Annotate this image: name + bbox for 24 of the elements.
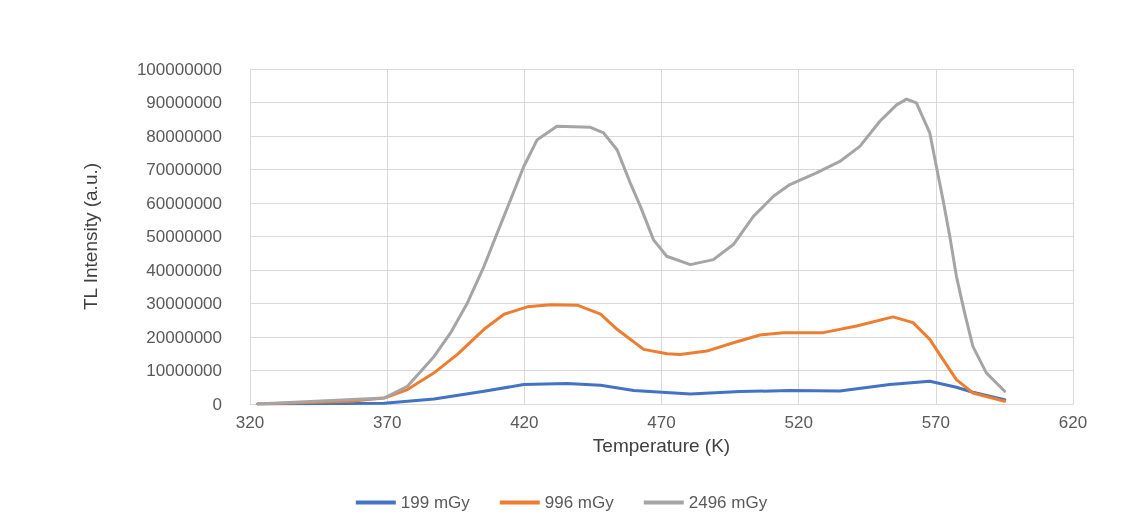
x-tick-label: 470 xyxy=(647,413,676,432)
x-tick-label: 420 xyxy=(510,413,539,432)
y-tick-label: 80000000 xyxy=(146,126,222,146)
x-axis-title: Temperature (K) xyxy=(592,434,731,456)
x-tick-label: 520 xyxy=(784,413,813,432)
x-tick-label: 620 xyxy=(1058,413,1088,432)
legend-label: 996 mGy xyxy=(544,493,615,512)
line-series xyxy=(256,97,1007,406)
y-tick-label: 40000000 xyxy=(146,260,222,280)
y-tick-label: 100000000 xyxy=(136,59,222,79)
y-tick-label: 60000000 xyxy=(146,193,222,213)
y-tick-label: 20000000 xyxy=(146,327,222,347)
y-tick-label: 30000000 xyxy=(146,294,222,313)
legend-label: 2496 mGy xyxy=(688,493,768,512)
x-tick-label: 370 xyxy=(372,413,402,432)
y-tick-label: 0 xyxy=(212,394,222,414)
y-tick-label: 70000000 xyxy=(146,160,222,179)
y-tick-label: 10000000 xyxy=(146,361,222,380)
y-tick-label: 90000000 xyxy=(146,93,222,112)
y-tick-label: 50000000 xyxy=(146,227,222,246)
x-tick-label: 320 xyxy=(235,413,265,432)
legend-label: 199 mGy xyxy=(400,493,471,512)
x-tick-label: 570 xyxy=(921,413,951,432)
y-axis-title: TL Intensity (a.u.) xyxy=(80,162,101,311)
